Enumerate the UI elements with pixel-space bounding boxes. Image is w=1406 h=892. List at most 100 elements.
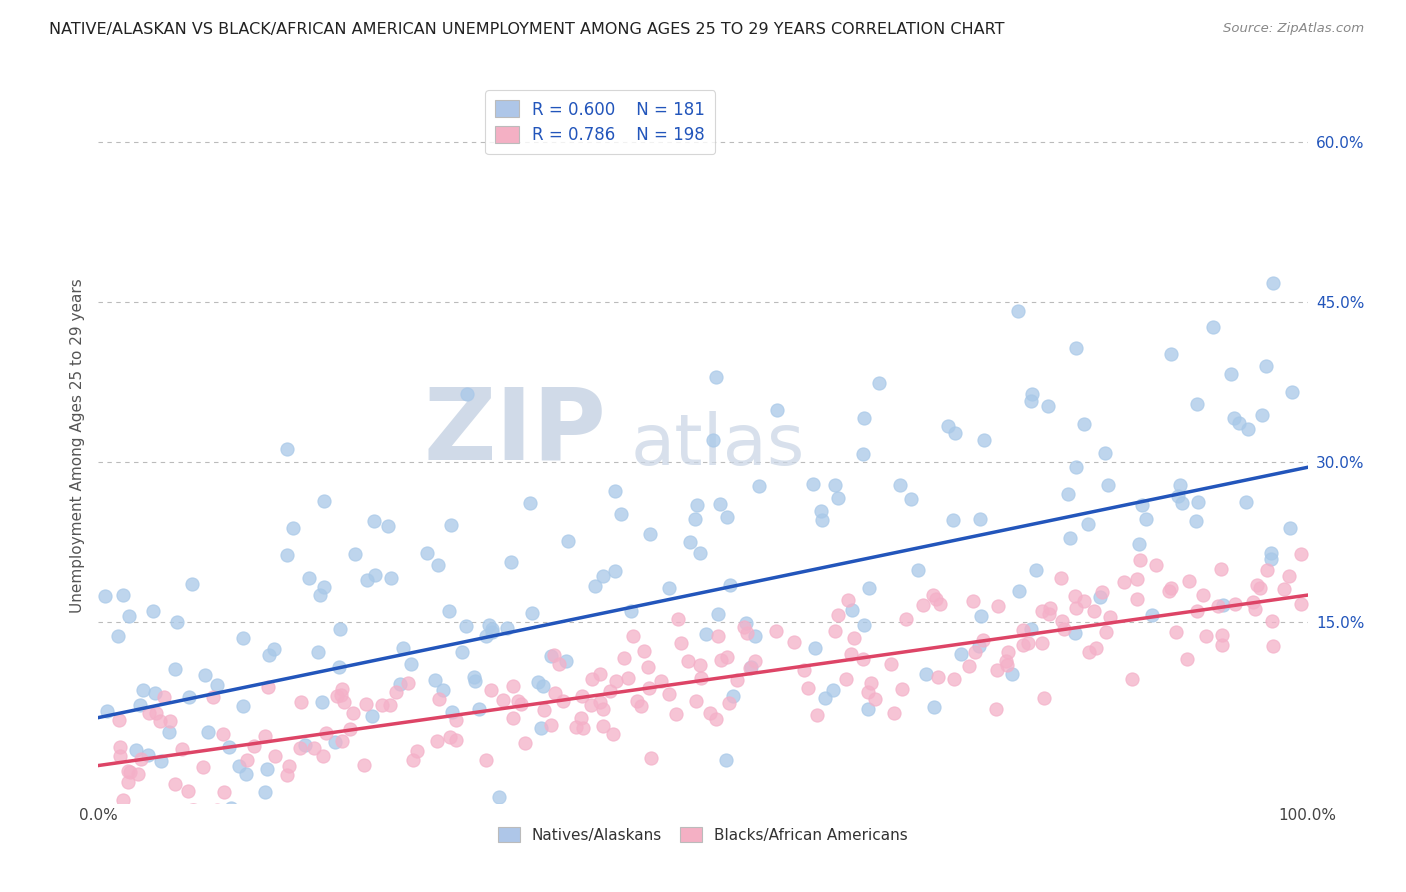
Point (112, 588, 135, 602)
Point (571, 689, 593, 703)
Point (638, 681, 661, 695)
Point (1085, 641, 1108, 656)
Point (118, 764, 141, 779)
Point (676, 654, 699, 668)
Point (1195, 628, 1218, 642)
Point (254, 730, 277, 744)
Point (1094, 446, 1116, 460)
Point (257, 648, 280, 662)
Point (463, 670, 485, 684)
Point (427, 558, 450, 573)
Point (710, 653, 733, 667)
Point (638, 526, 661, 541)
Point (183, 803, 205, 817)
Point (540, 718, 562, 732)
Point (159, 714, 181, 729)
Point (235, 767, 257, 781)
Point (803, 640, 825, 655)
Legend: Natives/Alaskans, Blacks/African Americans: Natives/Alaskans, Blacks/African America… (492, 821, 914, 848)
Point (572, 721, 595, 735)
Point (962, 594, 984, 608)
Point (837, 592, 859, 607)
Point (256, 762, 278, 776)
Point (520, 606, 543, 620)
Point (197, 725, 219, 739)
Point (212, 785, 235, 799)
Point (967, 639, 990, 653)
Point (481, 622, 503, 636)
Point (495, 621, 517, 635)
Point (1144, 558, 1167, 572)
Point (401, 657, 423, 671)
Point (354, 697, 377, 711)
Point (363, 514, 385, 528)
Point (669, 635, 692, 649)
Point (263, 641, 285, 656)
Point (1050, 614, 1073, 628)
Text: ZIP: ZIP (423, 384, 606, 480)
Point (543, 648, 565, 663)
Point (1177, 652, 1199, 666)
Point (1073, 417, 1095, 431)
Point (1206, 599, 1229, 613)
Point (170, 742, 193, 756)
Point (853, 618, 876, 632)
Point (276, 548, 298, 562)
Point (451, 645, 474, 659)
Point (312, 748, 335, 763)
Point (290, 695, 312, 709)
Point (602, 727, 624, 741)
Point (658, 581, 681, 595)
Point (276, 442, 298, 456)
Point (592, 702, 614, 716)
Point (581, 672, 603, 686)
Point (911, 599, 934, 613)
Point (650, 674, 672, 689)
Point (1114, 575, 1136, 590)
Point (707, 629, 730, 643)
Point (900, 492, 922, 507)
Point (592, 719, 614, 733)
Point (720, 578, 742, 592)
Point (276, 768, 298, 782)
Point (666, 612, 689, 626)
Point (841, 603, 863, 617)
Point (583, 579, 606, 593)
Point (402, 754, 425, 768)
Point (1036, 399, 1059, 413)
Point (1185, 604, 1208, 618)
Point (253, 784, 276, 798)
Point (717, 696, 740, 710)
Point (1007, 304, 1029, 318)
Point (385, 685, 408, 699)
Point (801, 476, 824, 491)
Point (446, 713, 468, 727)
Point (1254, 359, 1277, 374)
Point (527, 675, 550, 690)
Point (378, 698, 401, 712)
Point (1135, 512, 1157, 526)
Point (569, 711, 592, 725)
Point (1160, 581, 1182, 595)
Point (810, 504, 832, 518)
Point (479, 682, 502, 697)
Point (679, 535, 702, 549)
Point (380, 571, 402, 585)
Point (218, 740, 240, 755)
Point (565, 720, 588, 734)
Point (191, 760, 214, 774)
Point (263, 748, 285, 763)
Point (883, 706, 905, 721)
Point (839, 647, 862, 661)
Point (1063, 589, 1085, 603)
Point (714, 752, 737, 766)
Point (149, 754, 172, 768)
Point (793, 664, 815, 678)
Point (1064, 601, 1087, 615)
Point (108, 713, 131, 727)
Point (1031, 605, 1053, 619)
Point (1038, 607, 1060, 621)
Point (1090, 590, 1112, 604)
Point (592, 569, 614, 583)
Point (180, 803, 202, 817)
